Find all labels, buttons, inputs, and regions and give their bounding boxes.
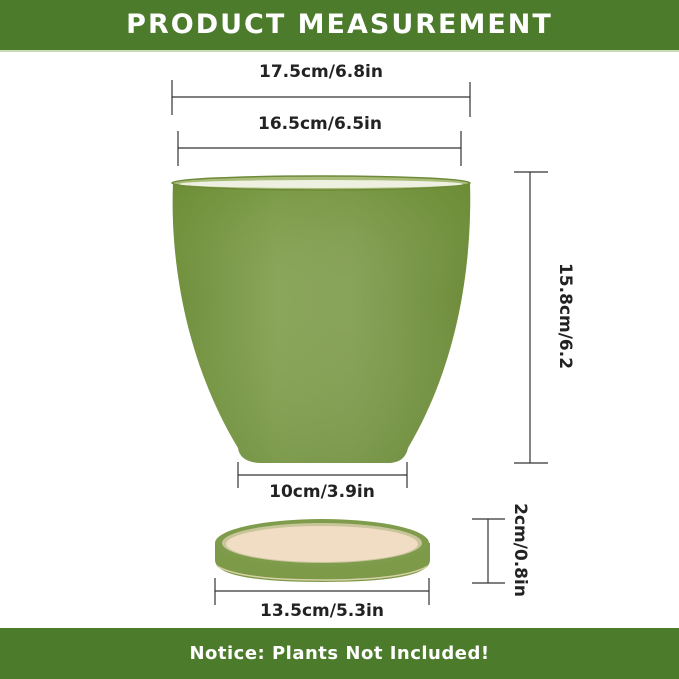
bottom-diameter-label: 10cm/3.9in <box>269 482 375 502</box>
saucer-height-label: 2cm/0.8in <box>510 503 530 597</box>
header-title: PRODUCT MEASUREMENT <box>126 9 553 40</box>
saucer-image <box>215 519 430 582</box>
top-inner-diameter-label: 16.5cm/6.5in <box>258 114 382 134</box>
notice-text: Notice: Plants Not Included! <box>189 643 490 664</box>
pot-height-label: 15.8cm/6.2 <box>555 262 575 370</box>
top-outer-diameter-label: 17.5cm/6.8in <box>259 62 383 82</box>
footer-banner: Notice: Plants Not Included! <box>0 628 679 679</box>
header-banner: PRODUCT MEASUREMENT <box>0 0 679 52</box>
saucer-diameter-label: 13.5cm/5.3in <box>260 601 384 621</box>
dimension-lines <box>171 80 548 605</box>
pot-image <box>171 175 471 463</box>
